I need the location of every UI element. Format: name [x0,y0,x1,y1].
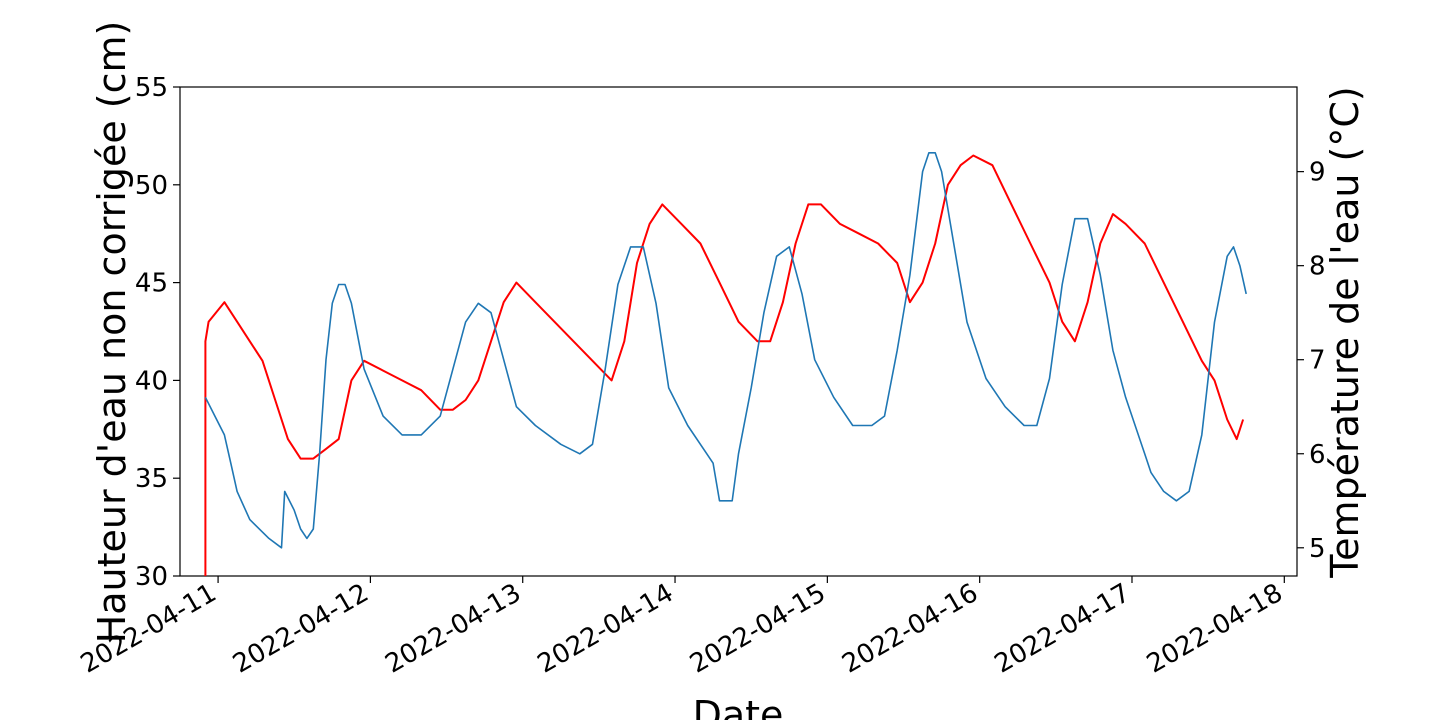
y-left-tick-label: 40 [135,366,168,396]
plot-frame [179,86,1298,577]
x-tick-label: 2022-04-18 [1142,578,1288,680]
x-tick-label: 2022-04-13 [380,578,526,680]
y-left-tick-label: 45 [135,269,168,299]
x-axis-title: Date [693,693,784,720]
x-tick-label: 2022-04-16 [837,578,983,680]
y-right-tick-label: 5 [1309,534,1326,564]
y-axis-left: 30 35 40 45 50 55 [135,73,180,592]
water-temperature-line [204,152,1247,549]
x-axis: 2022-04-11 2022-04-12 2022-04-13 2022-04-14… [76,576,1288,680]
y-axis-right-title: Température de l'eau (°C) [1323,86,1367,578]
y-right-tick-label: 8 [1309,252,1326,282]
series-layer [204,152,1247,576]
x-tick-label: 2022-04-14 [533,578,679,680]
y-left-tick-label: 55 [135,73,168,103]
y-right-tick-label: 7 [1309,346,1326,376]
y-left-tick-label: 50 [135,171,168,201]
x-tick-label: 2022-04-15 [685,578,831,680]
y-right-tick-label: 6 [1309,440,1326,470]
y-right-tick-label: 9 [1309,158,1326,188]
x-tick-label: 2022-04-12 [228,578,374,680]
x-tick-label: 2022-04-17 [990,578,1136,680]
y-left-tick-label: 30 [135,562,168,592]
y-axis-right: 5 6 7 8 9 [1297,158,1326,564]
water-height-line [204,154,1245,576]
y-left-tick-label: 35 [135,464,168,494]
y-axis-left-title: Hauteur d'eau non corrigée (cm) [90,21,134,644]
